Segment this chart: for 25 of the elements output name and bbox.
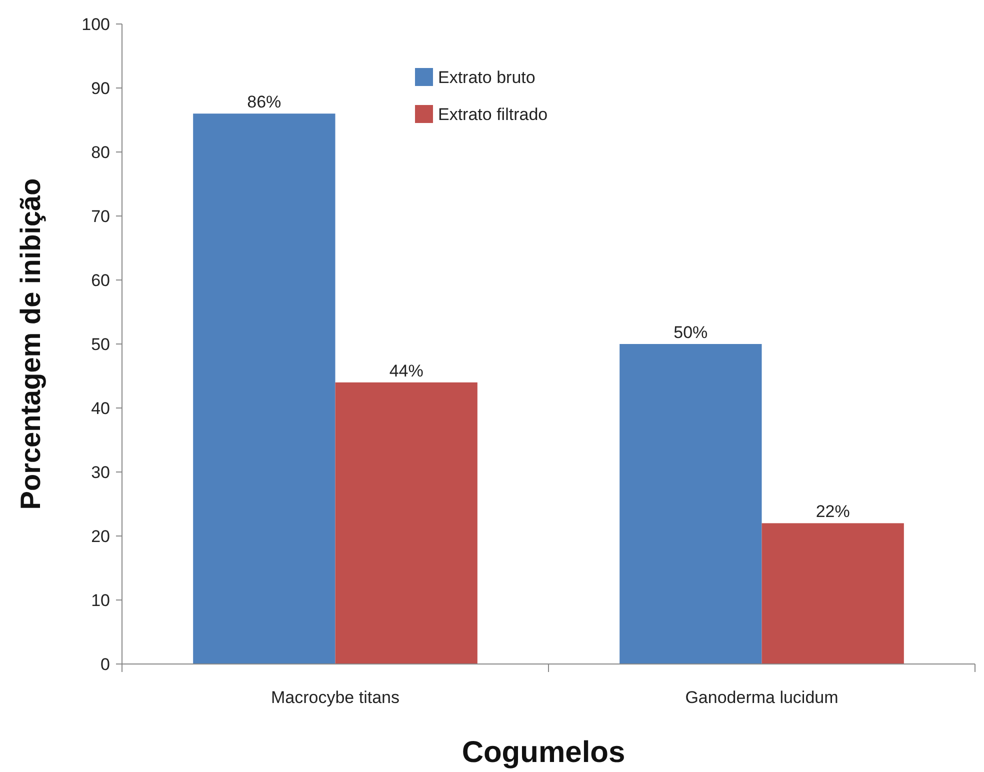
data-label: 50% (674, 323, 708, 342)
bar (335, 382, 478, 664)
x-tick-label: Ganoderma lucidum (685, 688, 838, 707)
y-tick-label: 60 (91, 270, 110, 290)
y-tick-label: 0 (100, 654, 110, 674)
x-axis-title: Cogumelos (462, 736, 626, 769)
legend-label: Extrato filtrado (438, 104, 548, 124)
y-tick-label: 30 (91, 462, 110, 482)
legend-label: Extrato bruto (438, 68, 536, 87)
y-tick-label: 50 (91, 334, 110, 354)
y-tick-label: 70 (91, 206, 110, 226)
y-tick-label: 10 (91, 590, 110, 610)
bar (762, 523, 904, 664)
bar (193, 114, 336, 664)
x-tick-label: Macrocybe titans (271, 688, 400, 707)
data-label: 22% (816, 502, 850, 522)
bar (620, 344, 762, 664)
data-label: 44% (389, 361, 424, 380)
y-tick-label: 80 (91, 142, 110, 162)
y-tick-label: 20 (91, 526, 110, 546)
data-label: 86% (247, 92, 282, 112)
y-tick-label: 40 (91, 398, 110, 418)
y-tick-label: 100 (82, 14, 110, 34)
y-tick-label: 90 (91, 78, 110, 98)
y-axis-title: Porcentagem de inibição (15, 178, 46, 510)
